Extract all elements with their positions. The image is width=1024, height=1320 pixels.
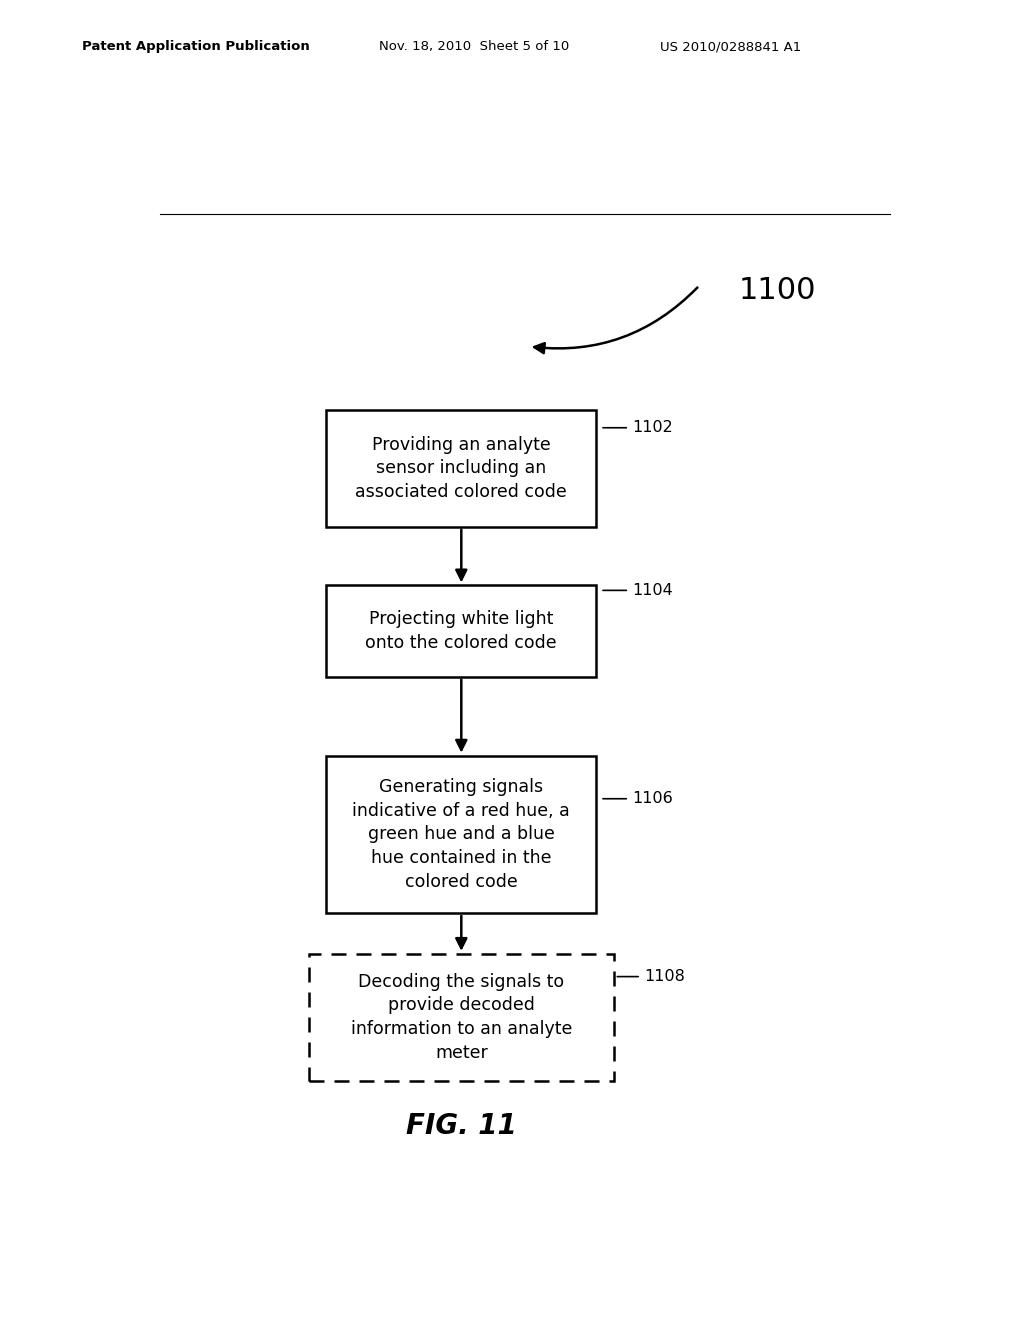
Text: 1104: 1104 (603, 583, 673, 598)
Text: 1106: 1106 (603, 791, 673, 807)
Text: Generating signals
indicative of a red hue, a
green hue and a blue
hue contained: Generating signals indicative of a red h… (352, 777, 570, 891)
Bar (327, 411, 596, 527)
Text: 1100: 1100 (739, 276, 816, 305)
Text: FIG. 11: FIG. 11 (406, 1111, 517, 1140)
Text: 1108: 1108 (617, 969, 685, 985)
FancyArrowPatch shape (535, 288, 697, 354)
Text: Patent Application Publication: Patent Application Publication (82, 40, 309, 53)
Text: Decoding the signals to
provide decoded
information to an analyte
meter: Decoding the signals to provide decoded … (350, 973, 572, 1061)
Bar (327, 585, 596, 677)
Text: Nov. 18, 2010  Sheet 5 of 10: Nov. 18, 2010 Sheet 5 of 10 (379, 40, 569, 53)
Text: Projecting white light
onto the colored code: Projecting white light onto the colored … (366, 610, 557, 652)
Text: Providing an analyte
sensor including an
associated colored code: Providing an analyte sensor including an… (355, 436, 567, 502)
Text: 1102: 1102 (603, 420, 673, 436)
Bar (327, 755, 596, 913)
Bar (308, 954, 614, 1081)
Text: US 2010/0288841 A1: US 2010/0288841 A1 (660, 40, 802, 53)
